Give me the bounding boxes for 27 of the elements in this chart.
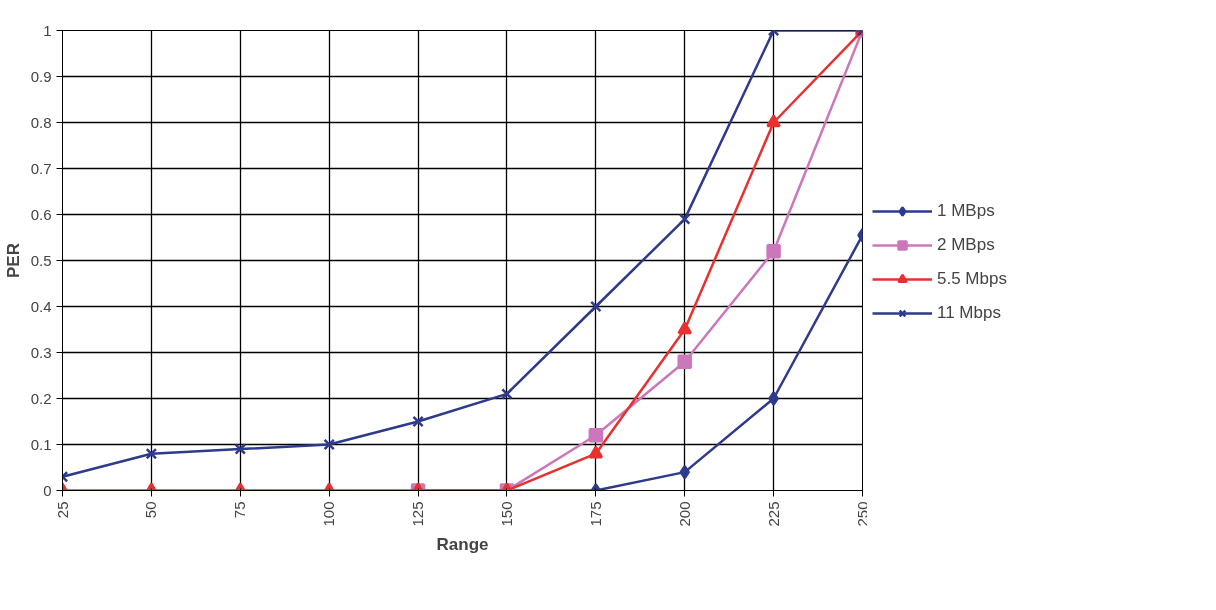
x-tick-label: 250: [853, 501, 871, 527]
legend-label: 11 Mbps: [937, 303, 1001, 323]
x-tick-label: 25: [53, 501, 71, 519]
y-tick-label: 0.4: [30, 297, 52, 315]
y-tick-label: 0.9: [30, 67, 52, 85]
x-tick-label: 50: [142, 501, 160, 519]
x-tick-label: 175: [586, 501, 604, 527]
y-tick-label: 0.5: [30, 251, 52, 269]
y-tick-label: 0.6: [30, 205, 52, 223]
y-tick-label: 0.2: [30, 389, 52, 407]
x-tick-label: 75: [231, 501, 249, 519]
x-tick-label: 150: [497, 501, 515, 527]
x-tick-label: 225: [764, 501, 782, 527]
x-axis-title: Range: [436, 534, 489, 554]
y-tick-label: 1: [43, 21, 52, 39]
x-tick-label: 100: [320, 501, 338, 527]
y-tick-label: 0.3: [30, 343, 52, 361]
legend-label: 2 MBps: [937, 235, 995, 255]
y-tick-label: 0.1: [30, 435, 52, 453]
legend-label: 1 MBps: [937, 201, 995, 221]
x-tick-label: 200: [675, 501, 693, 527]
y-tick-label: 0.8: [30, 113, 52, 131]
y-tick-label: 0: [43, 481, 52, 499]
legend-label: 5.5 Mbps: [937, 269, 1007, 289]
y-tick-label: 0.7: [30, 159, 52, 177]
x-tick-label: 125: [409, 501, 427, 527]
y-axis-title: PER: [3, 243, 23, 278]
